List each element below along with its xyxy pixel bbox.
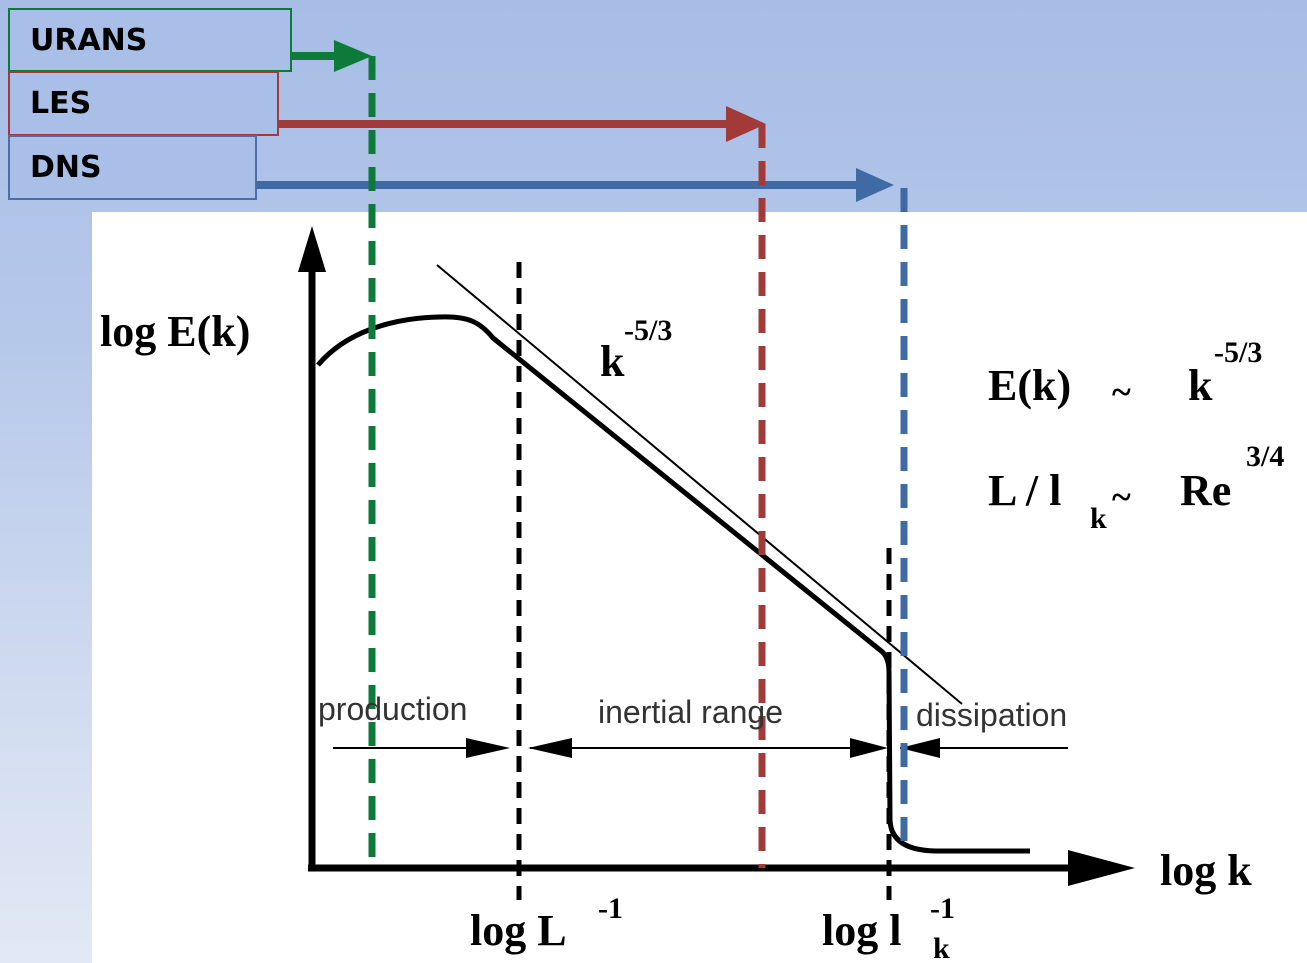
y-axis-label: log E(k) [100,307,250,356]
urans-label: URANS [30,22,148,58]
x-axis [308,850,1135,886]
tick-label-lk: log l [822,906,901,955]
relation2-subscript: k [1090,502,1107,535]
slope-label-base: k [600,337,625,386]
region-arrows [333,738,1068,758]
relation2-lhs: L / l [988,466,1061,515]
region-production-label: production [318,691,467,727]
relation1-tilde: ~ [1112,372,1131,412]
relation1-exponent: -5/3 [1214,336,1262,369]
y-axis [298,226,326,868]
slope-reference-line [436,264,963,705]
tick-label-lk-subscript: k [933,932,950,963]
urans-label-box: URANS [8,8,292,72]
urans-arrow [292,40,372,72]
x-axis-label: log k [1160,846,1252,895]
relation1-base: k [1188,361,1213,410]
region-dissipation-label: dissipation [916,697,1067,733]
spectrum-curve [316,314,1030,854]
tick-label-L: log L [470,906,567,955]
relation1-lhs: E(k) [988,361,1071,410]
tick-label-lk-exponent: -1 [930,892,955,925]
les-arrow [279,106,766,142]
les-label: LES [30,86,92,121]
relation2-exponent: 3/4 [1246,440,1284,473]
relation2-base: Re [1180,466,1231,515]
tick-label-L-exponent: -1 [598,892,623,925]
dns-label-box: DNS [8,135,257,200]
dns-arrow [257,168,894,202]
dns-label: DNS [30,150,102,185]
region-inertial-label: inertial range [598,694,783,730]
slope-label-exponent: -5/3 [624,314,672,347]
relation2-tilde: ~ [1112,477,1131,517]
energy-spectrum-panel [92,212,1307,963]
